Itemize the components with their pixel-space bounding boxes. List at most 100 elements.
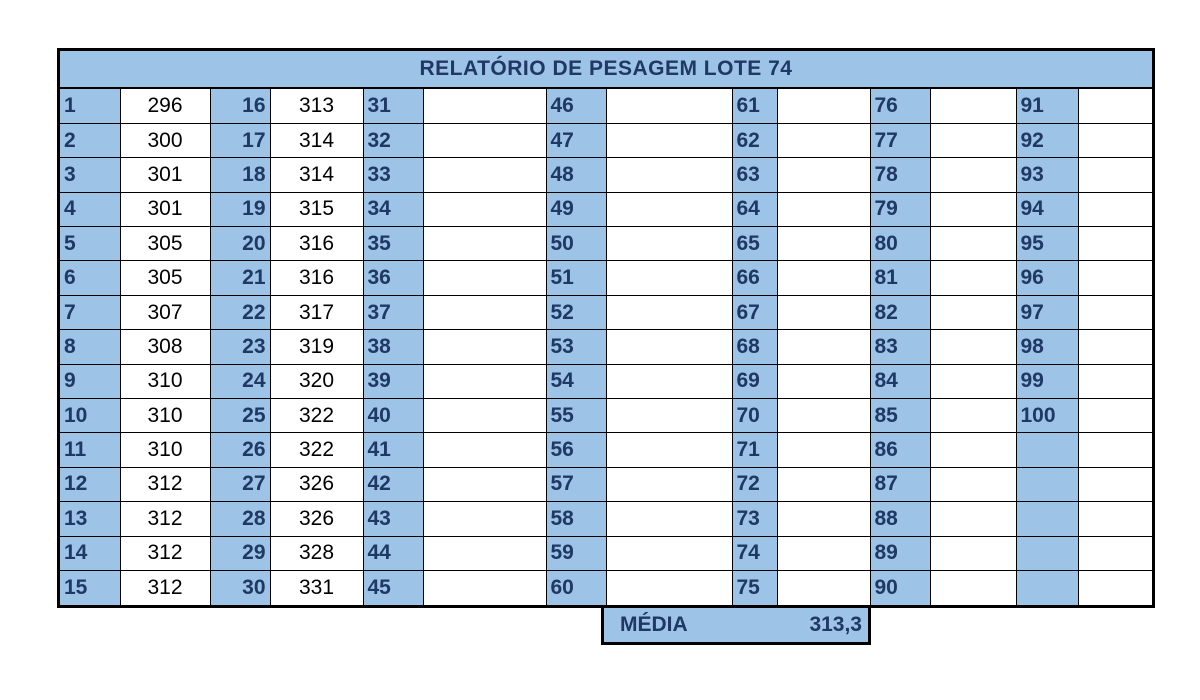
weight-cell[interactable] <box>929 398 1017 434</box>
weight-cell[interactable] <box>605 191 733 228</box>
weight-cell[interactable] <box>776 226 871 262</box>
weight-cell[interactable]: 319 <box>269 329 364 365</box>
weight-cell[interactable]: 296 <box>119 89 211 124</box>
weight-cell[interactable]: 308 <box>119 329 211 365</box>
weight-cell[interactable] <box>422 260 547 296</box>
weight-cell[interactable] <box>422 398 547 434</box>
weight-cell[interactable] <box>1077 535 1152 571</box>
weight-cell[interactable] <box>929 157 1017 193</box>
weight-cell[interactable] <box>929 535 1017 571</box>
weight-cell[interactable] <box>776 157 871 193</box>
weight-cell[interactable] <box>422 501 547 537</box>
weight-cell[interactable]: 305 <box>119 260 211 296</box>
weight-cell[interactable] <box>776 260 871 296</box>
weight-cell[interactable] <box>776 535 871 571</box>
weight-cell[interactable] <box>422 191 547 228</box>
weight-cell[interactable] <box>605 501 733 537</box>
weight-cell[interactable] <box>929 363 1017 400</box>
weight-cell[interactable]: 315 <box>269 191 364 228</box>
weight-cell[interactable] <box>422 569 547 605</box>
weight-cell[interactable] <box>929 466 1017 503</box>
weight-cell[interactable]: 317 <box>269 294 364 331</box>
weight-cell[interactable] <box>605 294 733 331</box>
weight-cell[interactable] <box>422 535 547 571</box>
weight-cell[interactable] <box>605 329 733 365</box>
weight-cell[interactable]: 326 <box>269 501 364 537</box>
weight-cell[interactable]: 310 <box>119 432 211 468</box>
weight-cell[interactable]: 312 <box>119 569 211 605</box>
weight-cell[interactable]: 331 <box>269 569 364 605</box>
weight-cell[interactable] <box>929 501 1017 537</box>
weight-cell[interactable]: 307 <box>119 294 211 331</box>
weight-cell[interactable] <box>1077 501 1152 537</box>
weight-cell[interactable] <box>422 363 547 400</box>
weight-cell[interactable] <box>605 432 733 468</box>
weight-cell[interactable]: 300 <box>119 122 211 159</box>
weight-cell[interactable] <box>929 260 1017 296</box>
weight-cell[interactable] <box>1077 191 1152 228</box>
weight-cell[interactable] <box>422 294 547 331</box>
weight-cell[interactable] <box>1077 432 1152 468</box>
weight-cell[interactable] <box>929 569 1017 605</box>
weight-cell[interactable]: 322 <box>269 398 364 434</box>
weight-cell[interactable] <box>929 89 1017 124</box>
weight-cell[interactable] <box>776 466 871 503</box>
weight-cell[interactable] <box>776 432 871 468</box>
weight-cell[interactable] <box>776 294 871 331</box>
weight-cell[interactable] <box>605 157 733 193</box>
weight-cell[interactable]: 316 <box>269 226 364 262</box>
weight-cell[interactable] <box>776 122 871 159</box>
weight-cell[interactable] <box>929 432 1017 468</box>
weight-cell[interactable] <box>1077 294 1152 331</box>
weight-cell[interactable] <box>422 466 547 503</box>
weight-cell[interactable] <box>1077 329 1152 365</box>
weight-cell[interactable]: 320 <box>269 363 364 400</box>
weight-cell[interactable]: 312 <box>119 535 211 571</box>
weight-cell[interactable]: 328 <box>269 535 364 571</box>
weight-cell[interactable]: 316 <box>269 260 364 296</box>
weight-cell[interactable] <box>605 89 733 124</box>
weight-cell[interactable] <box>776 398 871 434</box>
weight-cell[interactable]: 305 <box>119 226 211 262</box>
weight-cell[interactable] <box>605 569 733 605</box>
weight-cell[interactable] <box>929 226 1017 262</box>
weight-cell[interactable] <box>776 89 871 124</box>
weight-cell[interactable] <box>422 329 547 365</box>
weight-cell[interactable] <box>776 501 871 537</box>
weight-cell[interactable]: 301 <box>119 157 211 193</box>
weight-cell[interactable] <box>776 191 871 228</box>
weight-cell[interactable]: 301 <box>119 191 211 228</box>
weight-cell[interactable] <box>929 329 1017 365</box>
weight-cell[interactable] <box>605 363 733 400</box>
weight-cell[interactable]: 310 <box>119 363 211 400</box>
weight-cell[interactable] <box>1077 122 1152 159</box>
weight-cell[interactable] <box>605 122 733 159</box>
weight-cell[interactable]: 312 <box>119 466 211 503</box>
weight-cell[interactable] <box>422 226 547 262</box>
weight-cell[interactable]: 314 <box>269 122 364 159</box>
weight-cell[interactable] <box>1077 466 1152 503</box>
weight-cell[interactable]: 314 <box>269 157 364 193</box>
weight-cell[interactable] <box>1077 157 1152 193</box>
weight-cell[interactable] <box>776 363 871 400</box>
weight-cell[interactable] <box>422 157 547 193</box>
weight-cell[interactable]: 322 <box>269 432 364 468</box>
weight-cell[interactable] <box>422 89 547 124</box>
weight-cell[interactable] <box>1077 569 1152 605</box>
weight-cell[interactable] <box>422 122 547 159</box>
weight-cell[interactable] <box>929 294 1017 331</box>
weight-cell[interactable] <box>1077 226 1152 262</box>
weight-cell[interactable] <box>1077 260 1152 296</box>
weight-cell[interactable]: 312 <box>119 501 211 537</box>
weight-cell[interactable] <box>605 466 733 503</box>
weight-cell[interactable] <box>605 398 733 434</box>
weight-cell[interactable] <box>929 191 1017 228</box>
weight-cell[interactable] <box>1077 363 1152 400</box>
weight-cell[interactable] <box>776 329 871 365</box>
weight-cell[interactable]: 313 <box>269 89 364 124</box>
weight-cell[interactable] <box>929 122 1017 159</box>
weight-cell[interactable] <box>605 535 733 571</box>
weight-cell[interactable]: 326 <box>269 466 364 503</box>
weight-cell[interactable] <box>605 260 733 296</box>
weight-cell[interactable] <box>776 569 871 605</box>
